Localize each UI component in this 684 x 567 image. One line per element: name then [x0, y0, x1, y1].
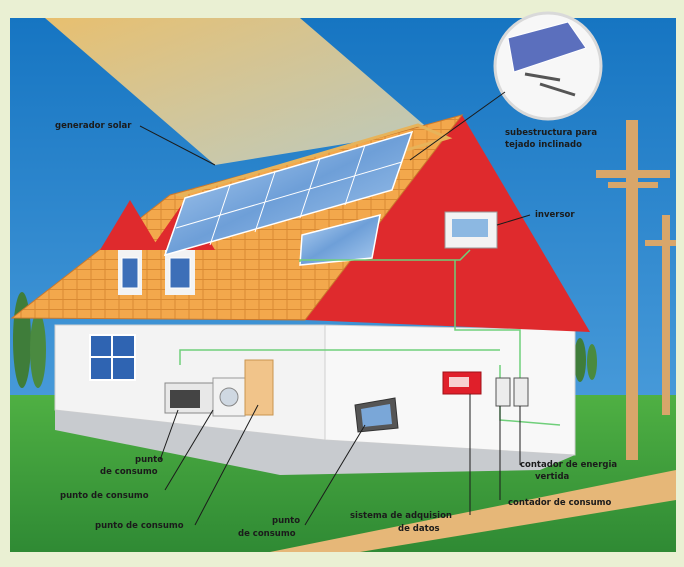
label-punto-consumo-1a: punto: [135, 455, 163, 465]
label-subestructura-2: tejado inclinado: [505, 140, 582, 150]
label-sistema-2: de datos: [398, 524, 440, 534]
leader-lines: [139, 91, 531, 526]
label-inversor: inversor: [535, 210, 575, 220]
background-trees: [13, 292, 597, 388]
wall-window: [89, 334, 136, 381]
dormer-left: [100, 200, 160, 295]
utility-poles: [596, 120, 676, 460]
label-subestructura-1: subestructura para: [505, 128, 597, 138]
label-contador-consumo: contador de consumo: [508, 498, 612, 508]
label-punto-consumo-1b: de consumo: [100, 467, 158, 477]
label-punto-consumo-4b: de consumo: [238, 529, 296, 539]
label-contador-energia-2: vertida: [535, 472, 570, 482]
data-acquisition-device: [442, 371, 482, 395]
label-contador-energia-1: contador de energia: [520, 460, 617, 470]
floor: [55, 410, 575, 475]
garden-path: [270, 470, 676, 552]
appliance-microwave: [164, 382, 214, 414]
label-punto-consumo-3: punto de consumo: [95, 521, 184, 531]
appliance-tv: [354, 397, 399, 433]
label-punto-consumo-4a: punto: [272, 516, 300, 526]
label-sistema-1: sistema de adquision: [350, 511, 452, 521]
label-generador-solar: generador solar: [55, 121, 132, 131]
label-punto-consumo-2: punto de consumo: [60, 491, 149, 501]
energy-meters: [495, 377, 529, 407]
appliance-fridge: [244, 359, 274, 416]
sun-beam: [45, 18, 430, 165]
appliance-washer: [212, 377, 246, 417]
inverter: [444, 211, 498, 249]
substructure-zoom-circle: [493, 11, 603, 121]
solar-generator-panels: [163, 123, 453, 266]
